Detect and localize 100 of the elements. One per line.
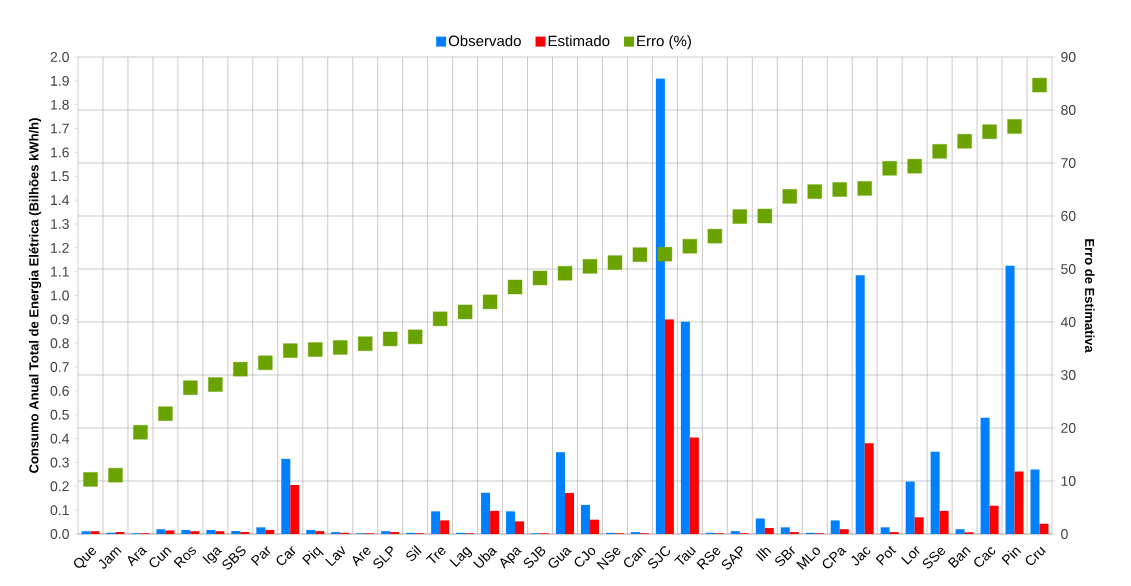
x-tick-label: Sil <box>406 545 422 561</box>
y2-tick-label: 70 <box>1061 158 1076 168</box>
point <box>757 208 772 224</box>
x-tick-label: CPa <box>822 547 847 569</box>
point <box>283 343 298 358</box>
x-tick-label: Lav <box>325 546 346 567</box>
bar <box>580 504 590 534</box>
point <box>457 304 473 320</box>
x-tick-label: Jam <box>98 547 122 569</box>
bar <box>156 529 166 534</box>
bar <box>515 521 525 534</box>
bar <box>181 529 191 534</box>
point <box>333 340 348 355</box>
legend-label: Estimado <box>548 35 610 47</box>
point <box>183 380 198 395</box>
y-tick-label: 1.4 <box>51 195 70 205</box>
y2-tick-label: 10 <box>1061 476 1076 486</box>
x-tick-label: Lor <box>901 546 920 565</box>
point <box>632 247 648 262</box>
x-tick-label: Ros <box>173 547 196 569</box>
x-tick-label: MLo <box>796 547 820 570</box>
point <box>582 259 598 274</box>
point <box>482 294 498 310</box>
y-tick-label: 0.5 <box>50 409 69 420</box>
bar <box>215 531 225 534</box>
x-tick-label: Apa <box>500 547 522 569</box>
bar <box>655 78 665 534</box>
bar <box>864 443 874 534</box>
y2-axis-title: Erro de Estimativa <box>1084 239 1095 353</box>
bar <box>506 511 516 534</box>
x-tick-label: CJo <box>574 547 596 567</box>
y2-tick-label: 0 <box>1061 529 1068 539</box>
y-tick-label: 0.3 <box>50 457 69 468</box>
x-tick-label: Tau <box>674 546 697 565</box>
x-tick-label: Cac <box>974 547 996 567</box>
point <box>532 270 548 286</box>
point <box>782 189 797 204</box>
x-tick-label: Lag <box>449 546 473 567</box>
point <box>857 181 872 196</box>
point <box>957 134 972 149</box>
bar <box>90 531 100 534</box>
y2-tick-label: 30 <box>1061 370 1076 380</box>
bar <box>764 528 774 534</box>
x-tick-label: Gua <box>548 547 572 568</box>
bar <box>730 531 740 534</box>
point <box>308 342 323 357</box>
bar <box>556 452 566 534</box>
y-tick-label: 0.6 <box>50 385 69 396</box>
x-tick-label: Pot <box>875 545 897 566</box>
point <box>158 406 173 421</box>
x-tick-label: SSe <box>922 547 946 569</box>
bar <box>980 417 990 534</box>
point <box>83 472 98 487</box>
bar <box>780 527 790 534</box>
x-tick-label: SJB <box>523 546 546 568</box>
bar <box>565 492 575 534</box>
bar <box>206 529 216 534</box>
x-tick-label: Cun <box>149 547 172 568</box>
point <box>682 239 698 254</box>
y-tick-label: 1.9 <box>51 75 69 86</box>
point <box>1007 119 1022 134</box>
point <box>732 209 748 224</box>
bar <box>839 529 849 534</box>
y-tick-label: 0.4 <box>50 433 70 444</box>
y-tick-label: 0.9 <box>50 314 69 325</box>
point <box>657 246 673 262</box>
y2-tick-label: 40 <box>1060 317 1076 327</box>
point <box>208 377 223 392</box>
bar <box>905 481 915 534</box>
y-tick-label: 1.3 <box>51 218 69 229</box>
y-tick-label: 0.7 <box>50 362 69 373</box>
y2-tick-label: 90 <box>1061 52 1076 62</box>
bar <box>855 275 865 534</box>
bar <box>1005 265 1015 534</box>
bar <box>930 451 940 534</box>
y-tick-label: 0.2 <box>50 481 69 492</box>
point <box>832 182 847 197</box>
bar <box>231 530 241 534</box>
point <box>358 336 373 351</box>
point <box>432 311 448 327</box>
x-tick-label: SBr <box>775 546 795 567</box>
point <box>382 331 398 347</box>
point <box>607 255 623 270</box>
y-axis-title: Consumo Anual Total de Energia Elétrica (Bilhões kWh/h) <box>28 118 42 473</box>
x-tick-label: Ilh <box>755 547 772 562</box>
bar <box>306 529 316 534</box>
x-tick-label: Iga <box>202 547 223 565</box>
y-tick-label: 1.8 <box>51 99 69 110</box>
point <box>907 158 922 174</box>
legend-label: Observado <box>448 35 521 47</box>
bar <box>381 531 391 534</box>
bar <box>914 517 924 534</box>
point <box>108 467 123 483</box>
point <box>1032 77 1047 93</box>
bar <box>830 520 840 534</box>
bar <box>680 321 690 534</box>
bar <box>664 319 674 534</box>
x-tick-label: SLP <box>373 546 393 569</box>
y-tick-label: 1.0 <box>51 290 69 301</box>
y2-tick-label: 80 <box>1061 105 1076 115</box>
